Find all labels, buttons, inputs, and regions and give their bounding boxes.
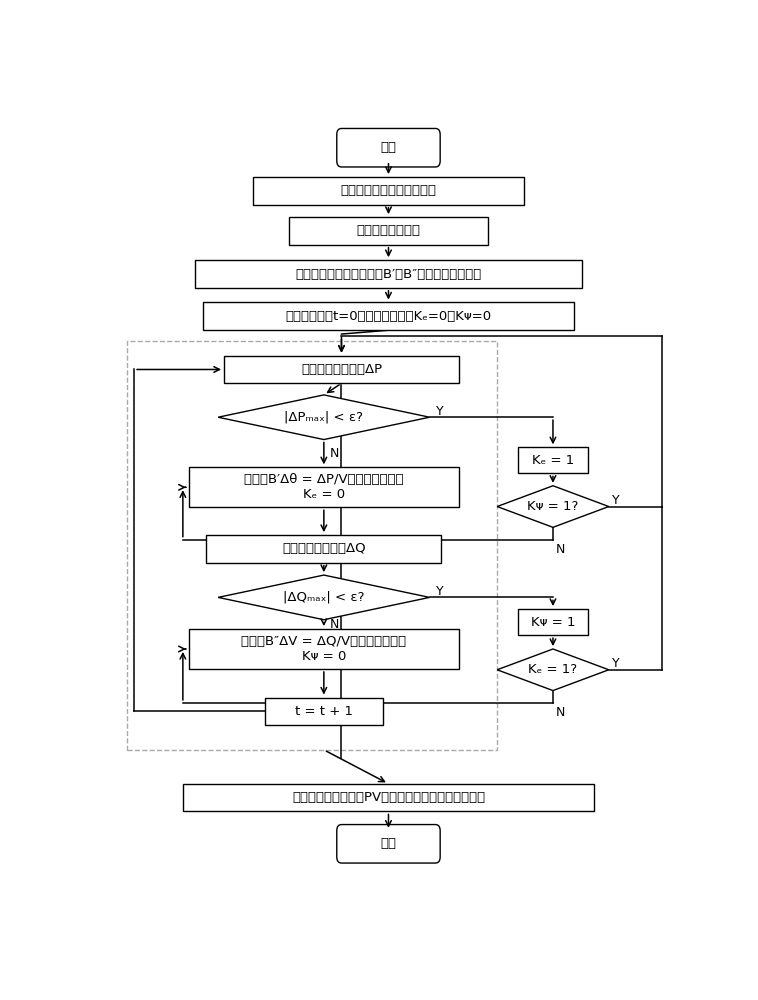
Bar bbox=[253, 177, 524, 205]
Text: 形成修正方程的系数矩阵B′和B″并进行因子表分解: 形成修正方程的系数矩阵B′和B″并进行因子表分解 bbox=[296, 267, 481, 280]
Text: 形成节点导纳矩阵: 形成节点导纳矩阵 bbox=[356, 224, 421, 237]
Polygon shape bbox=[218, 395, 430, 440]
Text: 计算有功不平衡量ΔP: 计算有功不平衡量ΔP bbox=[301, 363, 382, 376]
Text: |ΔPₘₐₓ| < ε?: |ΔPₘₐₓ| < ε? bbox=[284, 411, 363, 424]
Text: |ΔQₘₐₓ| < ε?: |ΔQₘₐₓ| < ε? bbox=[283, 591, 365, 604]
Polygon shape bbox=[218, 575, 430, 620]
Text: N: N bbox=[556, 543, 565, 556]
Text: Kₑ = 1: Kₑ = 1 bbox=[532, 454, 574, 467]
Text: 解方程B″ΔV = ΔQ/V，修正电压幅値
Kᴪ = 0: 解方程B″ΔV = ΔQ/V，修正电压幅値 Kᴪ = 0 bbox=[241, 635, 406, 663]
Text: Y: Y bbox=[612, 657, 619, 670]
Text: t = t + 1: t = t + 1 bbox=[295, 705, 353, 718]
Bar bbox=[518, 447, 588, 473]
Text: Kᴪ = 1?: Kᴪ = 1? bbox=[528, 500, 578, 513]
Bar bbox=[265, 698, 383, 725]
Bar bbox=[224, 356, 459, 383]
FancyBboxPatch shape bbox=[337, 128, 440, 167]
Text: Y: Y bbox=[435, 405, 443, 418]
Text: 计算无功不平衡量ΔQ: 计算无功不平衡量ΔQ bbox=[282, 542, 365, 555]
Text: 设置迭代计数t=0，设置收敛标志Kₑ=0，Kᴪ=0: 设置迭代计数t=0，设置收敛标志Kₑ=0，Kᴪ=0 bbox=[286, 310, 491, 323]
Text: 解方程B′Δθ = ΔP/V，修正电压相角
Kₑ = 0: 解方程B′Δθ = ΔP/V，修正电压相角 Kₑ = 0 bbox=[244, 473, 404, 501]
Text: Y: Y bbox=[435, 585, 443, 598]
Bar bbox=[203, 302, 574, 330]
Bar bbox=[189, 467, 459, 507]
Text: 结束: 结束 bbox=[381, 837, 396, 850]
Bar bbox=[189, 629, 459, 669]
Polygon shape bbox=[497, 486, 609, 527]
Bar bbox=[127, 341, 497, 750]
Text: Kᴪ = 1: Kᴪ = 1 bbox=[531, 616, 575, 629]
Bar bbox=[206, 535, 441, 563]
Bar bbox=[518, 609, 588, 635]
Text: 原始数据输入和电压初始化: 原始数据输入和电压初始化 bbox=[340, 184, 437, 197]
Text: N: N bbox=[330, 447, 339, 460]
Text: 开始: 开始 bbox=[381, 141, 396, 154]
Bar bbox=[183, 784, 594, 811]
Polygon shape bbox=[497, 649, 609, 691]
Text: N: N bbox=[330, 618, 339, 631]
FancyBboxPatch shape bbox=[337, 825, 440, 863]
Text: N: N bbox=[556, 706, 565, 719]
Bar bbox=[289, 217, 488, 245]
Text: Kₑ = 1?: Kₑ = 1? bbox=[528, 663, 578, 676]
Bar bbox=[195, 260, 582, 288]
Text: Y: Y bbox=[612, 494, 619, 507]
Text: 计算平衡节点功率及PV节点无功功率，计算支路功率: 计算平衡节点功率及PV节点无功功率，计算支路功率 bbox=[292, 791, 485, 804]
